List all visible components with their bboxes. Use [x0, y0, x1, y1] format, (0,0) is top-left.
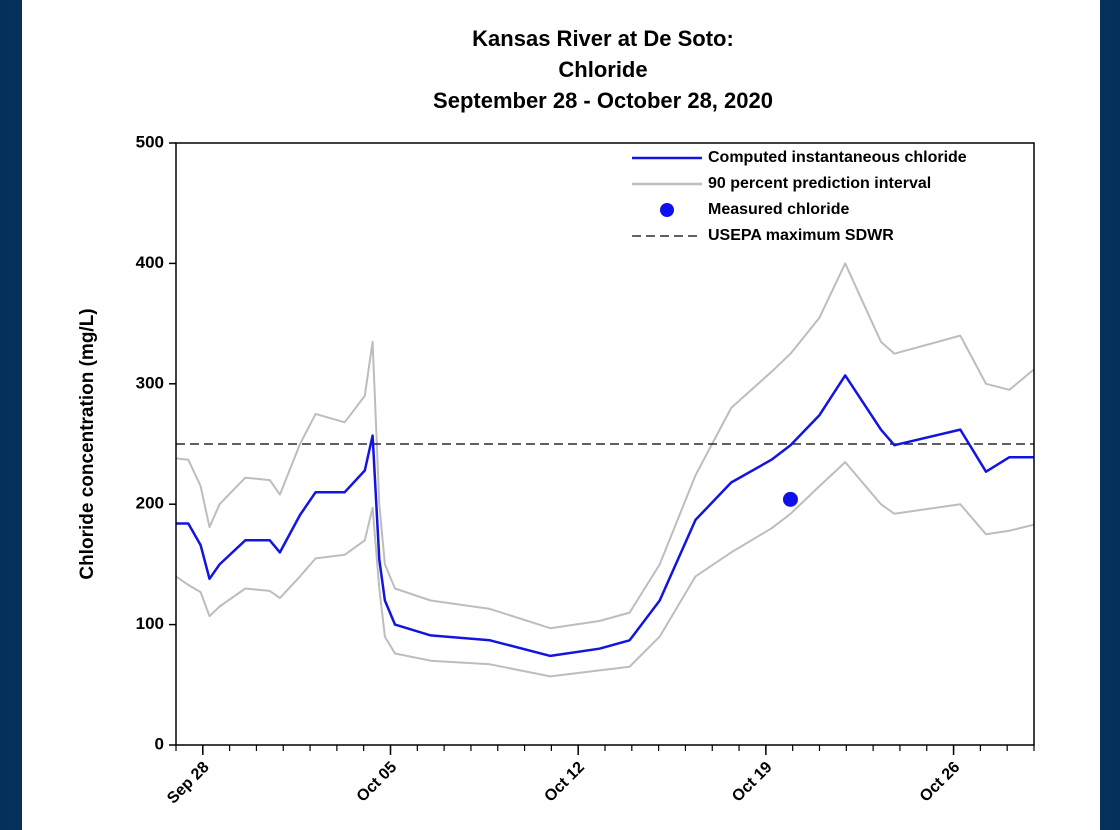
chart-title: Kansas River at De Soto:	[472, 26, 734, 51]
computed-line	[176, 374, 1034, 658]
y-tick-label: 500	[136, 132, 164, 151]
x-tick-label: Sep 28	[164, 759, 213, 808]
legend-label: 90 percent prediction interval	[708, 175, 931, 192]
measured-point	[782, 491, 798, 507]
x-tick-label: Oct 05	[354, 759, 401, 806]
x-tick-label: Oct 12	[541, 759, 588, 806]
chart-title: September 28 - October 28, 2020	[433, 88, 773, 113]
x-tick-label: Oct 19	[729, 759, 776, 806]
legend-label: Computed instantaneous chloride	[708, 149, 967, 166]
y-tick-label: 300	[136, 373, 164, 392]
panel	[22, 0, 1100, 830]
y-tick-label: 400	[136, 253, 164, 272]
legend-marker	[660, 203, 674, 217]
y-tick-label: 200	[136, 494, 164, 513]
x-tick-label: Oct 26	[917, 759, 964, 806]
legend-label: USEPA maximum SDWR	[708, 227, 894, 244]
y-tick-label: 100	[136, 614, 164, 633]
legend-label: Measured chloride	[708, 201, 849, 218]
plot-frame	[175, 142, 1035, 746]
interval-upper	[175, 262, 1035, 630]
interval-lower	[175, 461, 1035, 678]
y-tick-label: 0	[155, 734, 164, 753]
chart-title: Chloride	[558, 57, 647, 82]
y-axis-label: Chloride concentration (mg/L)	[77, 308, 98, 579]
